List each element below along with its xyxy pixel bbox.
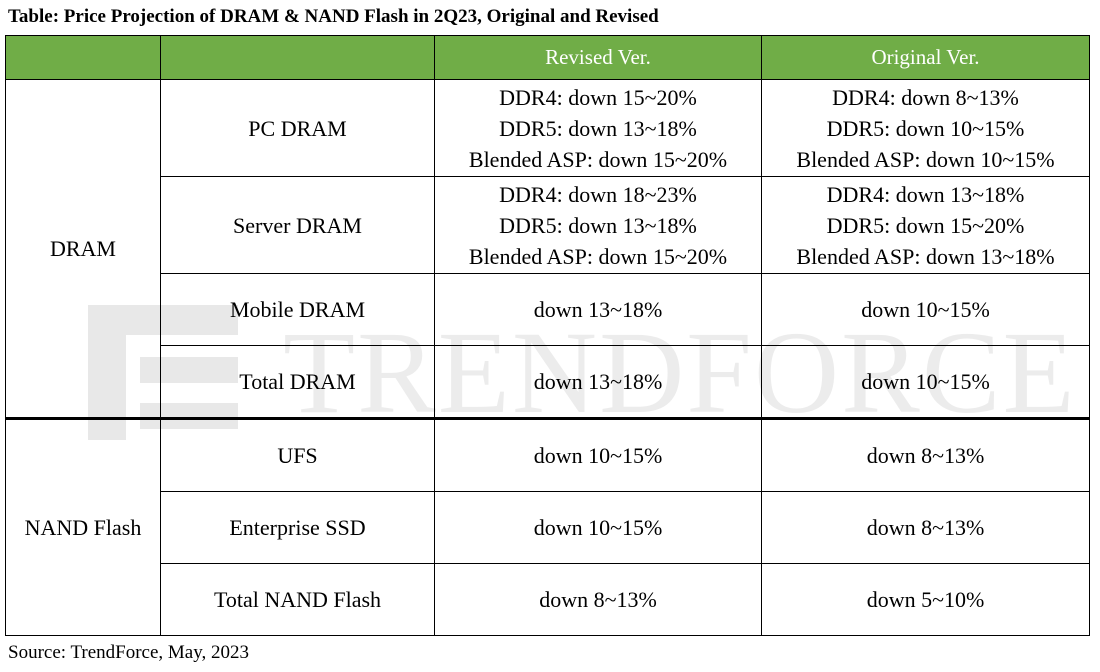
original-line: DDR5: down 15~20% <box>826 212 1025 238</box>
row-label: Mobile DRAM <box>160 273 435 346</box>
original-cell: down 5~10% <box>761 563 1090 636</box>
table-row: Server DRAM DDR4: down 18~23% DDR5: down… <box>6 176 1090 274</box>
revised-cell: down 10~15% <box>434 417 762 492</box>
table-header-row: Revised Ver. Original Ver. <box>5 35 1090 80</box>
source-note: Source: TrendForce, May, 2023 <box>8 642 249 663</box>
row-label: UFS <box>160 417 435 492</box>
table-row: Total DRAM down 13~18% down 10~15% <box>6 345 1090 419</box>
revised-cell: DDR4: down 18~23% DDR5: down 13~18% Blen… <box>434 176 762 274</box>
table-row: Enterprise SSD down 10~15% down 8~13% <box>6 491 1090 564</box>
revised-cell: down 13~18% <box>434 273 762 346</box>
table-row: NAND Flash UFS down 10~15% down 8~13% <box>5 417 1090 636</box>
original-line: Blended ASP: down 10~15% <box>796 146 1055 172</box>
original-line: DDR4: down 8~13% <box>832 84 1019 110</box>
original-line: DDR5: down 10~15% <box>826 115 1025 141</box>
row-label: Enterprise SSD <box>160 491 435 564</box>
row-label: Total NAND Flash <box>160 563 435 636</box>
table-row: Mobile DRAM down 13~18% down 10~15% <box>6 273 1090 346</box>
original-cell: DDR4: down 13~18% DDR5: down 15~20% Blen… <box>761 176 1090 274</box>
revised-line: DDR5: down 13~18% <box>499 212 697 238</box>
header-revised: Revised Ver. <box>434 35 762 80</box>
revised-cell: DDR4: down 15~20% DDR5: down 13~18% Blen… <box>434 79 762 177</box>
original-cell: down 8~13% <box>761 417 1090 492</box>
table-row: Total NAND Flash down 8~13% down 5~10% <box>6 563 1090 636</box>
original-cell: down 10~15% <box>761 273 1090 346</box>
revised-line: Blended ASP: down 15~20% <box>468 146 728 172</box>
original-cell: DDR4: down 8~13% DDR5: down 10~15% Blend… <box>761 79 1090 177</box>
revised-cell: down 10~15% <box>434 491 762 564</box>
row-label: Server DRAM <box>160 176 435 274</box>
revised-line: DDR4: down 15~20% <box>499 84 697 110</box>
group-label-dram: DRAM <box>5 79 161 419</box>
revised-cell: down 8~13% <box>434 563 762 636</box>
original-cell: down 10~15% <box>761 345 1090 419</box>
revised-cell: down 13~18% <box>434 345 762 419</box>
group-label-nand: NAND Flash <box>5 417 161 636</box>
price-projection-table: Revised Ver. Original Ver. DRAM PC DRAM … <box>5 35 1090 636</box>
table-row: DRAM PC DRAM DDR4: down 15~20% DDR5: dow… <box>5 79 1090 419</box>
original-cell: down 8~13% <box>761 491 1090 564</box>
header-original: Original Ver. <box>761 35 1090 80</box>
header-empty-cell <box>160 35 435 80</box>
original-line: DDR4: down 13~18% <box>826 181 1025 207</box>
revised-line: DDR4: down 18~23% <box>499 181 697 207</box>
table-title: Table: Price Projection of DRAM & NAND F… <box>8 6 659 27</box>
row-label: PC DRAM <box>160 79 435 177</box>
original-line: Blended ASP: down 13~18% <box>796 243 1055 269</box>
header-empty-cell <box>5 35 161 80</box>
revised-line: Blended ASP: down 15~20% <box>468 243 728 269</box>
row-label: Total DRAM <box>160 345 435 419</box>
revised-line: DDR5: down 13~18% <box>499 115 697 141</box>
